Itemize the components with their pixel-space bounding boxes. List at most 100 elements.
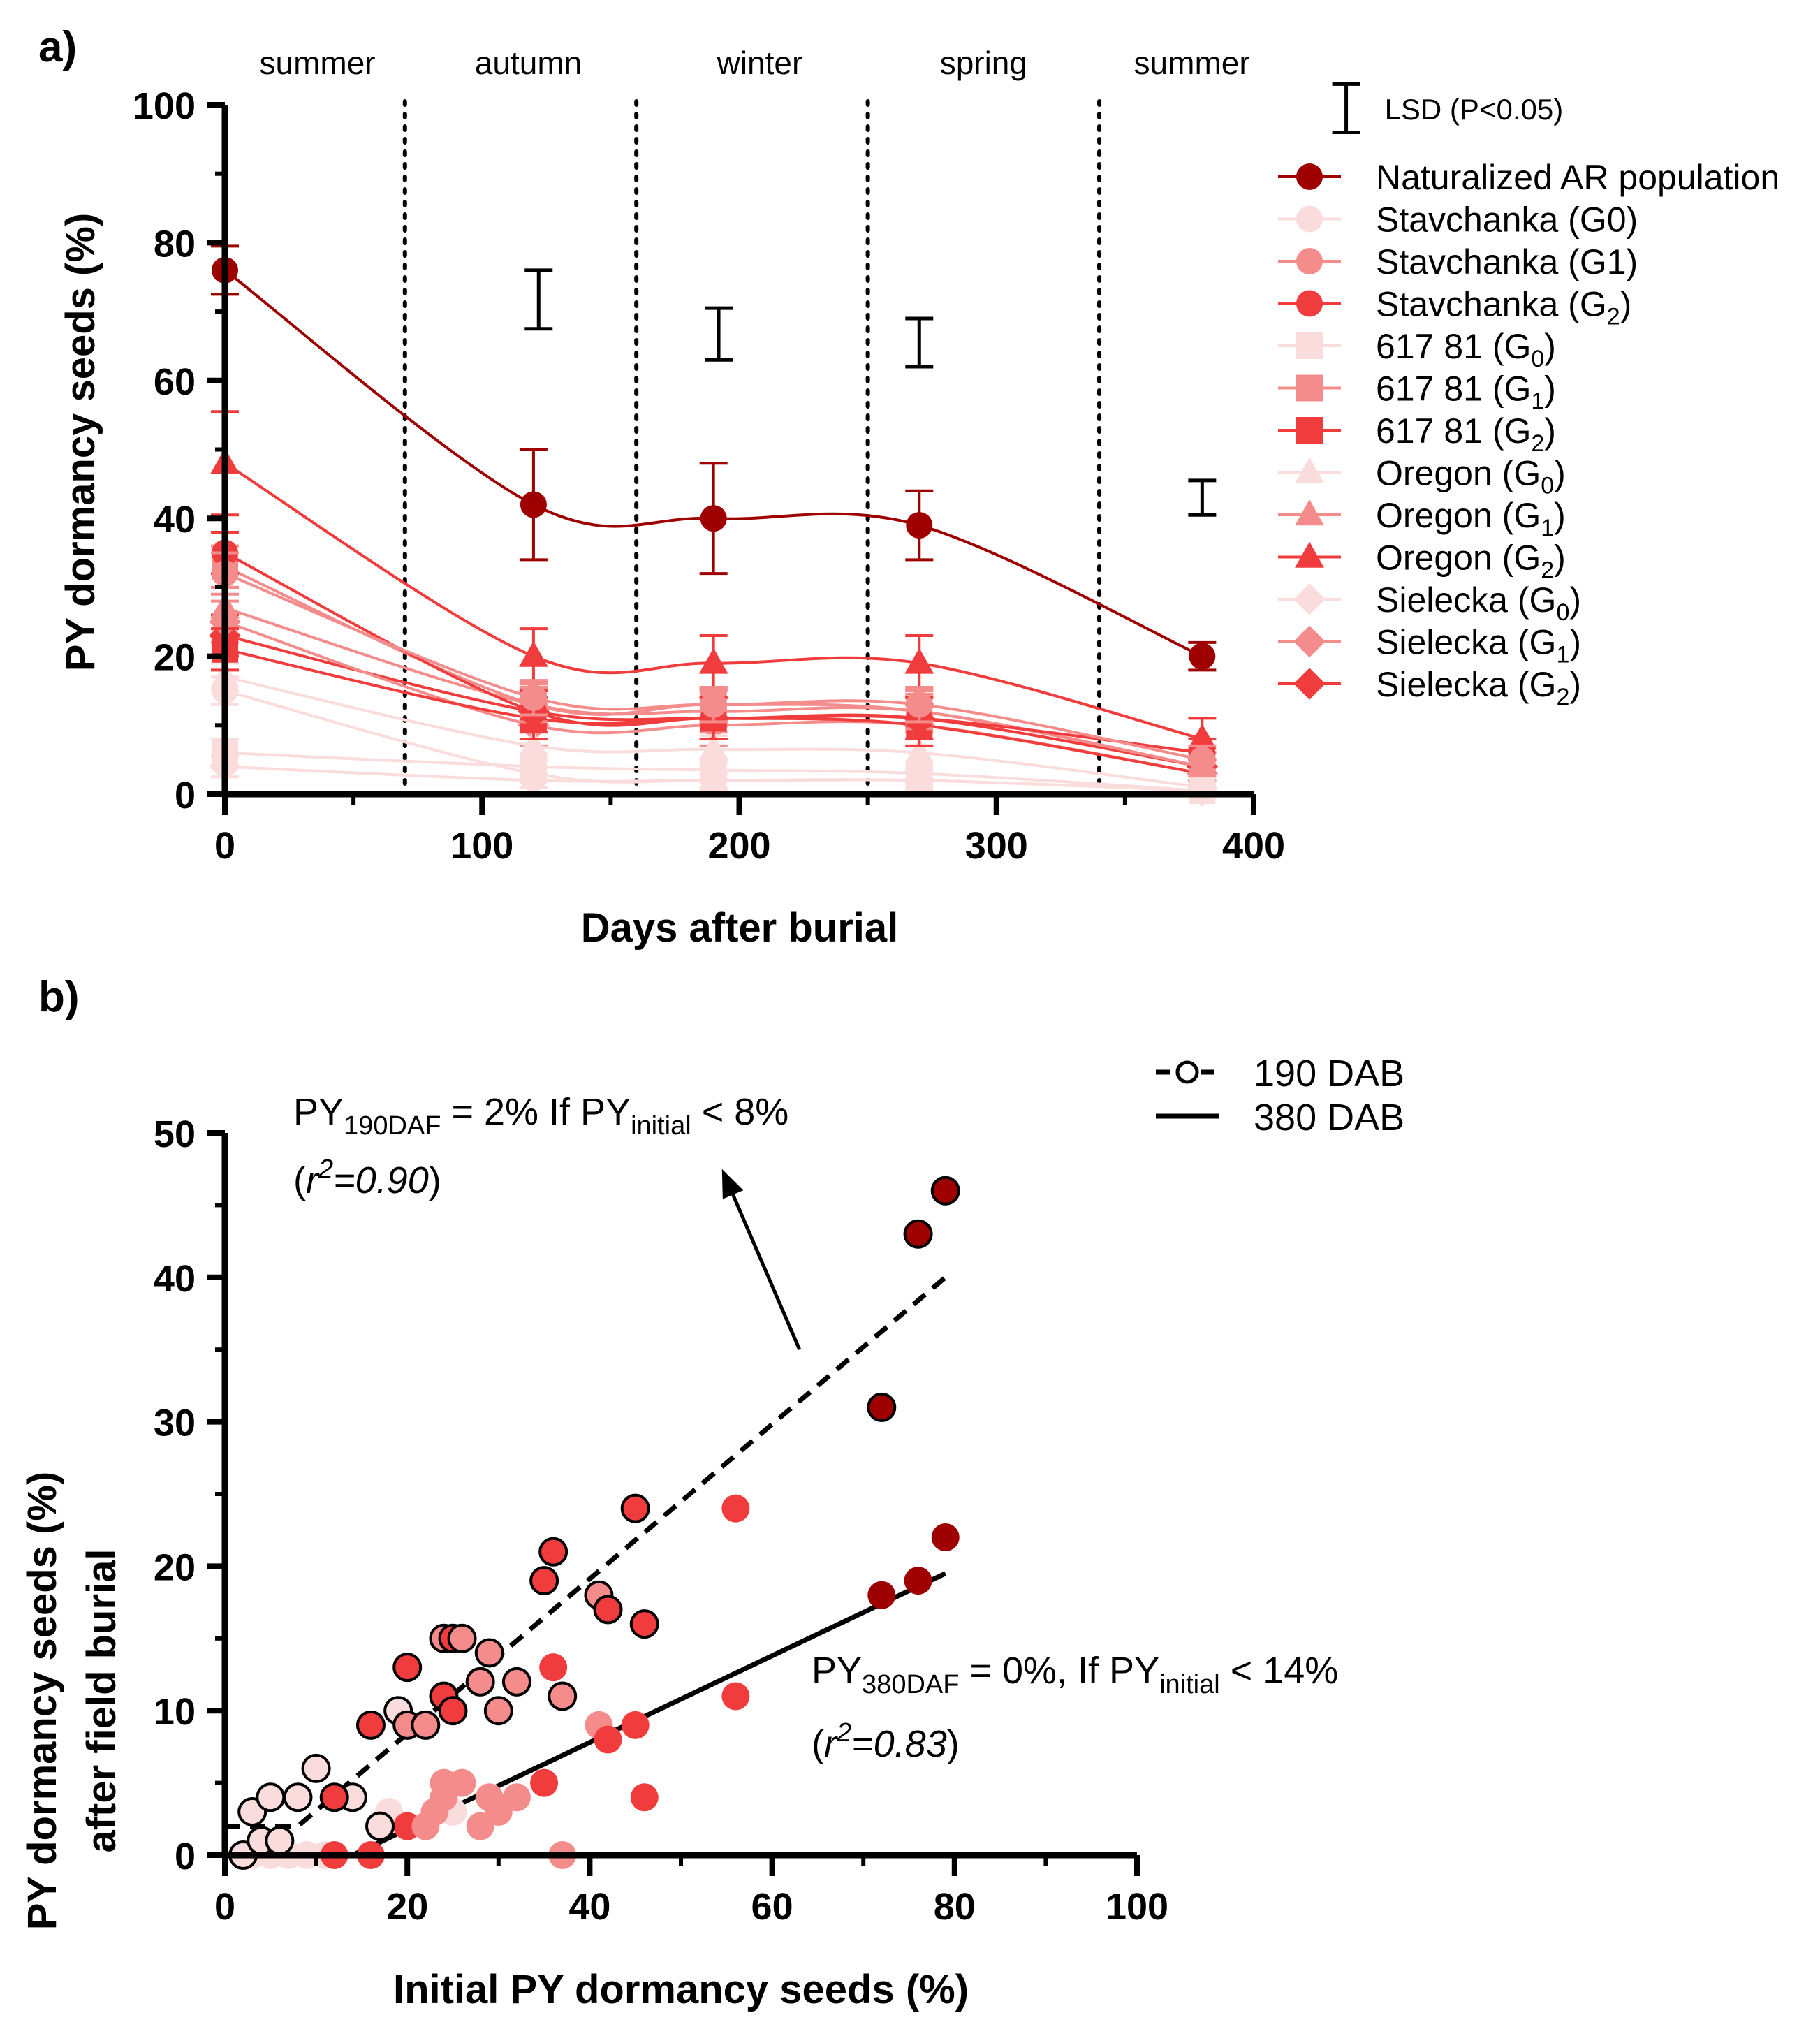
- x-tick-label-b: 20: [386, 1886, 428, 1928]
- legend-marker: [1293, 668, 1326, 700]
- y-tick-label-a: 60: [154, 361, 196, 403]
- legend-label: 617 81 (G0): [1376, 327, 1556, 372]
- panel-a: a) summer autumn winter spring summer LSD (P…: [38, 23, 1779, 951]
- legend-entry-0: Naturalized AR population: [1278, 158, 1779, 197]
- data-point: [1189, 643, 1216, 670]
- y-tick-label-b: 10: [154, 1691, 196, 1733]
- point-190-21: [474, 1638, 504, 1668]
- point-380-18: [502, 1783, 531, 1812]
- data-point: [520, 684, 547, 711]
- arrow-shaft: [731, 1194, 802, 1351]
- annotation-arrow: [721, 1169, 802, 1351]
- point-190-12: [392, 1653, 423, 1683]
- season-label-3: spring: [940, 45, 1027, 81]
- point-190-8: [365, 1811, 395, 1841]
- point-380-26: [721, 1494, 750, 1523]
- legend-label: 617 81 (G1): [1376, 369, 1556, 415]
- legend-marker: [1296, 290, 1323, 317]
- y-tick-label-a: 20: [154, 637, 196, 679]
- legend-marker: [1296, 332, 1323, 359]
- lsd-label: LSD (P<0.05): [1385, 93, 1564, 126]
- data-point: [700, 691, 727, 718]
- x-tick-label-a: 200: [707, 825, 770, 867]
- data-point: [904, 737, 934, 763]
- point-190-11: [355, 1710, 386, 1740]
- point-380-27: [721, 1682, 750, 1711]
- x-tick-label-b: 40: [568, 1886, 610, 1928]
- point-190-31: [867, 1392, 897, 1422]
- data-point: [520, 760, 547, 787]
- legend-label: 617 81 (G2): [1376, 411, 1556, 457]
- point-190-5: [283, 1782, 313, 1812]
- panel-a-label: a): [38, 23, 77, 71]
- legend-marker: [1296, 248, 1323, 274]
- legend-190-label: 190 DAB: [1254, 1053, 1404, 1094]
- point-190-23: [501, 1667, 531, 1697]
- season-label-0: summer: [260, 45, 376, 81]
- y-tick-label-a: 40: [154, 499, 196, 541]
- y-tick-label-b: 30: [154, 1403, 196, 1444]
- fit-line-380: [225, 1571, 947, 1858]
- data-point: [906, 691, 933, 718]
- data-point: [700, 767, 727, 794]
- annotation-380-equation: PY380DAF = 0%, If PYinitial < 14%: [812, 1650, 1338, 1699]
- legend-marker: [1296, 205, 1323, 233]
- axes-a: 0 20 40 60 80 100 0 100 200 300 400: [133, 85, 1285, 867]
- data-point: [698, 647, 728, 674]
- point-190-20: [465, 1667, 495, 1697]
- data-point: [700, 505, 727, 532]
- point-190-28: [593, 1595, 623, 1625]
- x-axis-label-a: Days after burial: [581, 905, 899, 951]
- legend-entry-8: Oregon (G1): [1278, 496, 1566, 541]
- season-label-2: winter: [717, 45, 803, 81]
- legend-entry-11: Sielecka (G1): [1278, 623, 1581, 668]
- x-tick-label-b: 100: [1106, 1886, 1168, 1928]
- point-190-29: [620, 1493, 650, 1523]
- x-tick-label-a: 300: [965, 825, 1028, 867]
- x-tick-label-a: 0: [214, 825, 235, 867]
- annotation-380-r2: (r2=0.83): [812, 1718, 960, 1765]
- x-tick-label-b: 0: [214, 1886, 235, 1928]
- legend-label: Stavchanka (G2): [1376, 285, 1631, 330]
- legend-marker: [1296, 374, 1323, 402]
- data-point: [904, 647, 934, 674]
- x-tick-label-b: 60: [751, 1886, 793, 1928]
- data-point: [519, 640, 548, 667]
- point-190-18: [447, 1623, 477, 1653]
- point-380-23: [594, 1725, 622, 1754]
- point-190-33: [930, 1176, 960, 1206]
- y-axis-label-a: PY dormancy seeds (%): [58, 213, 103, 672]
- data-point: [1189, 777, 1216, 805]
- point-190-3: [256, 1782, 286, 1812]
- point-190-26: [548, 1681, 578, 1711]
- point-190-4: [265, 1826, 295, 1856]
- season-label-4: summer: [1134, 45, 1250, 81]
- legend-entry-1: Stavchanka (G0): [1278, 200, 1638, 240]
- panel-b: b) 0 10 20 30 40 50 0 20 40 60 80 100 PY dormancy s…: [20, 973, 1404, 2012]
- point-380-14: [448, 1768, 476, 1797]
- season-labels: summer autumn winter spring summer: [260, 45, 1250, 81]
- legend-label: Sielecka (G0): [1376, 580, 1581, 626]
- point-190-14: [411, 1710, 441, 1740]
- legend-marker: [1295, 541, 1324, 568]
- season-label-1: autumn: [475, 45, 582, 81]
- legend-marker: [1296, 163, 1323, 190]
- y-axis-label-b-line2: after field burial: [79, 1548, 124, 1852]
- y-tick-label-a: 80: [154, 223, 196, 265]
- y-tick-label-b: 50: [154, 1113, 196, 1155]
- legend-entry-2: Stavchanka (G1): [1278, 242, 1638, 281]
- point-380-30: [931, 1523, 960, 1552]
- point-190-30: [629, 1609, 659, 1639]
- legend-label: Sielecka (G2): [1376, 665, 1581, 710]
- legend-b: 190 DAB 380 DAB: [1156, 1053, 1404, 1138]
- legend-marker: [1295, 457, 1324, 483]
- annotation-190-r2: (r2=0.90): [293, 1155, 441, 1201]
- y-tick-label-a: 0: [175, 775, 196, 816]
- point-380-25: [630, 1783, 659, 1812]
- axes-b: 0 10 20 30 40 50 0 20 40 60 80 100: [154, 1113, 1168, 1928]
- lsd-bar-1: [705, 306, 733, 362]
- legend-label: Stavchanka (G0): [1376, 200, 1638, 240]
- y-tick-label-b: 0: [175, 1836, 196, 1877]
- lsd-bar-3: [1188, 478, 1217, 517]
- legend-entry-3: Stavchanka (G2): [1278, 285, 1631, 330]
